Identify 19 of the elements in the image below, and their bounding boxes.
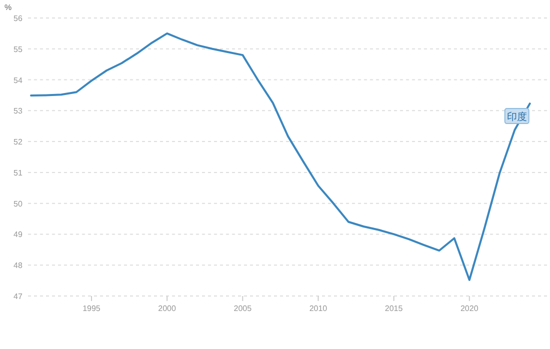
y-axis-title: %: [4, 3, 12, 12]
y-tick-label: 55: [14, 44, 23, 54]
y-tick-label: 48: [14, 261, 23, 270]
x-tick-label: 2020: [460, 304, 479, 313]
line-series: [30, 32, 531, 281]
y-tick-label: 52: [14, 138, 23, 147]
x-tick-label: 2015: [384, 304, 404, 313]
y-tick-label: 47: [14, 292, 23, 301]
y-tick-label: 51: [14, 168, 23, 178]
y-tick-label: 49: [14, 230, 23, 240]
y-tick-label: 50: [14, 199, 23, 208]
y-tick-label: 54: [14, 76, 23, 85]
x-tick-label: 2005: [234, 304, 252, 313]
x-tick-label: 2000: [158, 304, 177, 313]
x-tick-label: 1995: [82, 304, 101, 313]
x-tick-label: 2010: [309, 304, 328, 313]
y-tick-label: 56: [14, 14, 23, 23]
series-label: 印度: [506, 111, 527, 124]
y-tick-label: 53: [14, 106, 23, 116]
